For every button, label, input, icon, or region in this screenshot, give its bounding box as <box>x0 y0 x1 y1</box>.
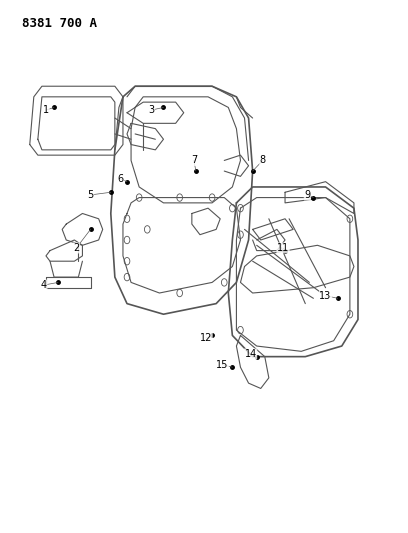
Text: 15: 15 <box>216 360 228 369</box>
Text: 8381 700 A: 8381 700 A <box>22 17 97 30</box>
Text: 8: 8 <box>260 156 266 165</box>
Text: 9: 9 <box>304 190 310 200</box>
Text: 4: 4 <box>41 280 47 290</box>
Text: 13: 13 <box>319 290 332 301</box>
Text: 12: 12 <box>200 333 212 343</box>
Text: 11: 11 <box>277 243 289 253</box>
Text: 6: 6 <box>118 174 124 184</box>
Text: 1: 1 <box>43 105 49 115</box>
Text: 7: 7 <box>191 156 197 165</box>
Text: 5: 5 <box>87 190 94 200</box>
Text: 3: 3 <box>148 105 154 115</box>
Text: 2: 2 <box>73 243 80 253</box>
Text: 14: 14 <box>244 349 257 359</box>
